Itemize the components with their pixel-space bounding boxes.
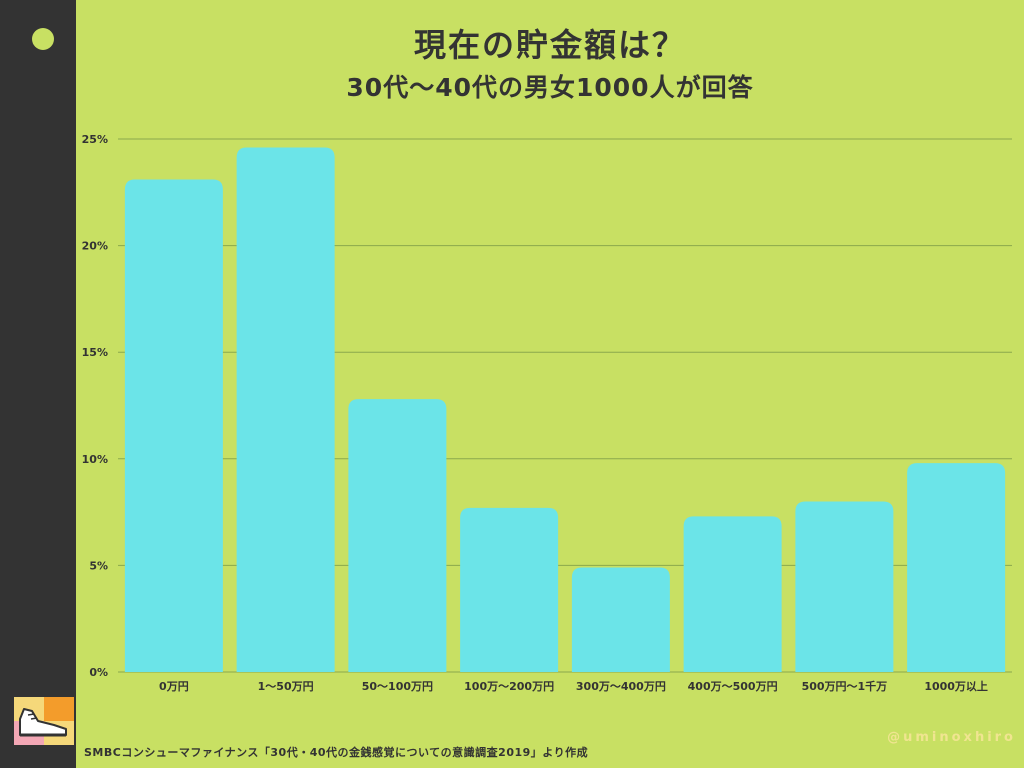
x-tick-label: 100万〜200万円 xyxy=(464,680,554,693)
x-tick-label: 500万円〜1千万 xyxy=(802,679,888,693)
x-tick-label: 50〜100万円 xyxy=(362,680,433,693)
sidebar xyxy=(0,0,76,768)
y-tick-label: 15% xyxy=(82,346,108,359)
bar xyxy=(236,147,335,672)
sneaker-logo-icon xyxy=(14,697,74,745)
bar xyxy=(907,463,1006,672)
bar xyxy=(124,179,223,672)
bar xyxy=(683,516,782,672)
x-tick-label: 1〜50万円 xyxy=(258,680,314,693)
bar xyxy=(795,501,894,672)
chart-subtitle: 30代〜40代の男女1000人が回答 xyxy=(346,73,754,102)
watermark: @uminoxhiro xyxy=(887,730,1016,745)
y-tick-label: 10% xyxy=(82,453,108,466)
source-note: SMBCコンシューマファイナンス「30代・40代の金銭感覚についての意識調査20… xyxy=(84,746,589,759)
bar xyxy=(348,399,447,672)
x-tick-label: 0万円 xyxy=(159,680,189,693)
bar xyxy=(571,567,670,672)
bar-chart: 0% 5% 10% 15% 20% 25% 0万円 1〜50万円 50〜100万円 100万〜20… xyxy=(82,133,1012,693)
y-tick-label: 25% xyxy=(82,133,108,146)
x-tick-label: 400万〜500万円 xyxy=(688,680,778,693)
x-tick-label: 1000万以上 xyxy=(924,679,988,693)
y-tick-label: 0% xyxy=(89,666,108,679)
y-tick-label: 5% xyxy=(89,559,108,572)
x-tick-label: 300万〜400万円 xyxy=(576,680,666,693)
sidebar-dot-icon xyxy=(32,28,54,50)
y-tick-label: 20% xyxy=(82,240,108,253)
chart-title: 現在の貯金額は？ xyxy=(413,26,686,64)
bar xyxy=(460,507,559,672)
